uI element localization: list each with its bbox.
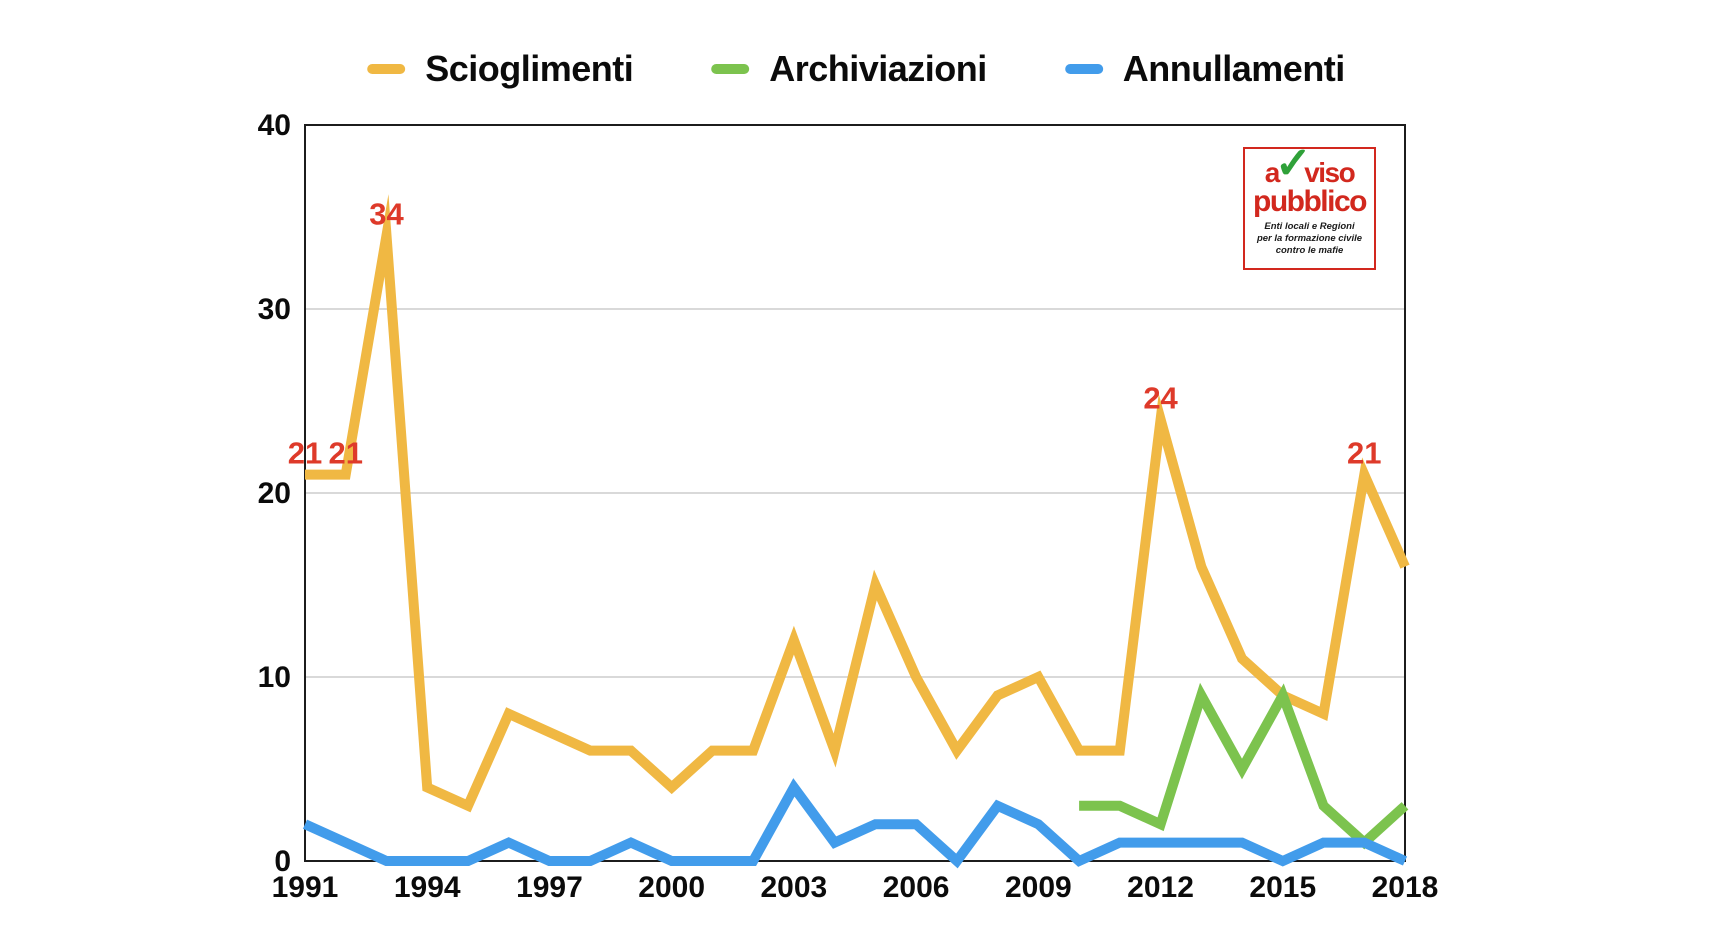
y-axis-tick-label: 0 [274, 845, 291, 878]
logo-wordmark-pubblico: pubblico [1253, 184, 1367, 218]
avviso-pubblico-logo: a ✓ viso pubblico Enti locali e Regioni … [1243, 139, 1376, 270]
data-label-1992: 21 [328, 436, 362, 471]
data-label-2012: 24 [1143, 380, 1178, 415]
x-axis-tick-label: 2009 [1005, 871, 1072, 904]
annullamenti-swatch-icon [1064, 64, 1103, 74]
x-axis-tick-label: 2015 [1249, 871, 1316, 904]
logo-letter-a: a [1264, 157, 1281, 189]
y-axis-tick-label: 20 [258, 477, 291, 510]
x-axis-tick-label: 2012 [1127, 871, 1194, 904]
y-axis-tick-label: 30 [258, 293, 291, 326]
logo-wordmark-avviso: a ✓ viso [1264, 139, 1356, 189]
logo-tagline: Enti locali e Regioni per la formazione … [1257, 221, 1362, 257]
x-axis-tick-label: 2018 [1372, 871, 1439, 904]
legend-label-scioglimenti: Scioglimenti [425, 48, 634, 89]
logo-tagline-line2: per la formazione civile [1256, 232, 1363, 244]
x-axis-tick-label: 2000 [638, 871, 705, 904]
series-line-scioglimenti [305, 194, 1410, 813]
legend-item-scioglimenti: Scioglimenti [367, 48, 634, 90]
y-axis-tick-label: 40 [258, 109, 291, 142]
legend-label-archiviazioni: Archiviazioni [769, 48, 987, 89]
series-line-annullamenti [302, 778, 1408, 869]
archiviazioni-swatch-icon [711, 64, 750, 74]
scioglimenti-swatch-icon [367, 64, 406, 74]
data-label-1993: 34 [369, 196, 404, 231]
legend-label-annullamenti: Annullamenti [1122, 48, 1346, 89]
chart-legend: Scioglimenti Archiviazioni Annullamenti [367, 48, 1345, 90]
logo-tagline-line3: contro le mafie [1275, 244, 1344, 256]
logo-letters-viso: viso [1304, 157, 1356, 189]
logo-tagline-line1: Enti locali e Regioni [1264, 220, 1355, 232]
x-axis-tick-label: 1997 [516, 871, 583, 904]
plot-border [304, 124, 1406, 862]
x-axis-tick-label: 1994 [394, 871, 461, 904]
data-label-1991: 21 [288, 436, 322, 471]
x-axis-tick-label: 2006 [883, 871, 950, 904]
series-line-archiviazioni [1079, 682, 1409, 850]
data-label-2017: 21 [1347, 436, 1381, 471]
x-axis-tick-label: 2003 [761, 871, 828, 904]
legend-item-annullamenti: Annullamenti [1064, 48, 1346, 90]
legend-item-archiviazioni: Archiviazioni [711, 48, 987, 90]
x-axis-tick-label: 1991 [272, 871, 339, 904]
y-axis-tick-label: 10 [258, 661, 291, 694]
